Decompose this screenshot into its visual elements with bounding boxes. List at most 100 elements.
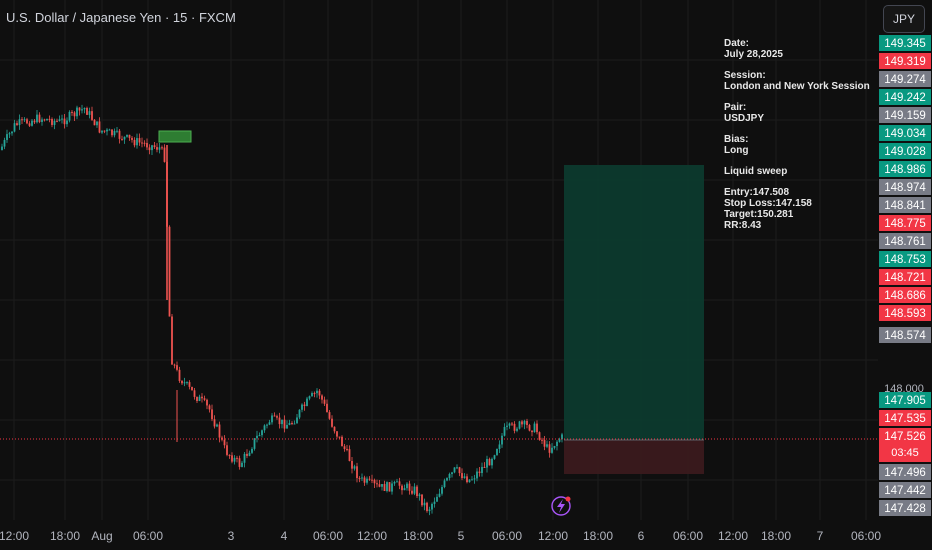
candle-body — [451, 472, 453, 475]
candle-body — [23, 119, 26, 121]
candle-body — [391, 483, 393, 492]
candle-body — [521, 421, 523, 425]
lightning-alert-icon[interactable] — [551, 496, 571, 516]
candle-body — [426, 502, 428, 512]
candle-body — [108, 129, 111, 131]
candle-body — [118, 130, 121, 139]
candle-body — [33, 120, 36, 123]
time-tick-label: 3 — [228, 529, 235, 543]
profit-zone[interactable] — [564, 165, 704, 440]
candle-body — [396, 481, 398, 483]
candle-body — [421, 494, 423, 506]
date-label: Date: — [724, 38, 750, 49]
candle-body — [93, 119, 96, 126]
candle-body — [113, 130, 116, 136]
candle-body — [538, 432, 541, 440]
time-axis[interactable]: 12:00 18:00 Aug 06:00 3 4 06:00 12:00 18:00 5 06:0… — [0, 520, 932, 550]
candle-body — [371, 479, 373, 481]
candle-body — [393, 482, 396, 484]
candle-body — [168, 226, 171, 317]
candle-body — [231, 455, 233, 462]
stop-loss-text: Stop Loss:147.158 — [724, 198, 812, 209]
time-tick-label: 06:00 — [313, 529, 343, 543]
candle-body — [503, 426, 506, 436]
candle-body — [413, 486, 416, 494]
price-label: 147.496 — [884, 467, 926, 479]
price-label: 149.319 — [884, 56, 926, 68]
candle-body — [158, 147, 161, 150]
candle-body — [443, 480, 446, 488]
candle-body — [453, 467, 456, 473]
candle-body — [561, 434, 563, 440]
candle-body — [216, 424, 218, 427]
price-label: 147.428 — [884, 503, 926, 515]
candle-body — [551, 447, 553, 453]
candle-body — [246, 453, 248, 456]
alert-icon-ring — [551, 496, 571, 516]
time-tick-label: 06:00 — [492, 529, 522, 543]
candle-body — [121, 138, 123, 140]
time-tick-label: 6 — [638, 529, 645, 543]
loss-zone[interactable] — [564, 440, 704, 474]
candle-body — [363, 477, 366, 483]
candle-body — [293, 423, 296, 425]
candle-body — [116, 130, 118, 132]
candle-body — [373, 479, 376, 484]
candle-body — [18, 119, 21, 126]
candle-body — [481, 466, 483, 474]
candle-body — [291, 422, 293, 424]
zone-box[interactable] — [158, 130, 192, 143]
currency-button[interactable]: JPY — [883, 5, 925, 33]
price-label-badge — [879, 89, 931, 105]
candle-body — [238, 458, 241, 467]
candle-body — [261, 430, 263, 436]
candle-body — [143, 142, 146, 144]
pair-label: Pair: — [724, 102, 747, 113]
long-position-tool[interactable] — [564, 165, 704, 474]
candle-body — [103, 130, 106, 132]
candle-body — [96, 121, 98, 126]
candle-body — [61, 118, 63, 120]
candle-body — [348, 449, 351, 462]
candle-body — [428, 509, 431, 512]
candle-body — [398, 481, 401, 486]
price-label: 147.526 — [884, 431, 926, 443]
price-label-badge — [879, 53, 931, 69]
candle-body — [431, 503, 433, 510]
price-scale[interactable]: 148.000149.345149.319149.274149.242149.1… — [878, 0, 932, 520]
price-label-badge — [879, 305, 931, 321]
price-label-badge — [879, 464, 931, 480]
candle-body — [323, 399, 326, 404]
candle-body — [316, 390, 318, 394]
candle-body — [248, 452, 251, 456]
candle-body — [73, 112, 76, 117]
price-label-badge — [879, 500, 931, 516]
candle-body — [448, 474, 451, 479]
candle-body — [206, 399, 208, 406]
candle-body — [311, 393, 313, 397]
candle-body — [8, 133, 11, 135]
symbol-title[interactable]: U.S. Dollar / Japanese Yen · 15 · FXCM — [6, 10, 236, 25]
candle-body — [471, 479, 473, 481]
candle-body — [41, 119, 43, 122]
candle-body — [526, 420, 528, 425]
candle-body — [208, 405, 211, 410]
candle-body — [281, 419, 283, 425]
price-label-badge — [879, 428, 931, 462]
candle-body — [483, 466, 486, 468]
candle-body — [196, 396, 198, 402]
candle-body — [266, 424, 268, 426]
candle-body — [58, 119, 61, 121]
bar-countdown: 03:45 — [891, 447, 919, 459]
candle-body — [478, 471, 481, 474]
candle-body — [203, 398, 206, 400]
candle-body — [518, 421, 521, 429]
candle-body — [78, 107, 81, 111]
candle-body — [341, 436, 343, 447]
session-label: Session: — [724, 70, 766, 81]
candle-body — [408, 483, 411, 491]
candle-body — [446, 478, 448, 481]
candle-body — [128, 134, 131, 138]
candle-body — [286, 424, 288, 429]
